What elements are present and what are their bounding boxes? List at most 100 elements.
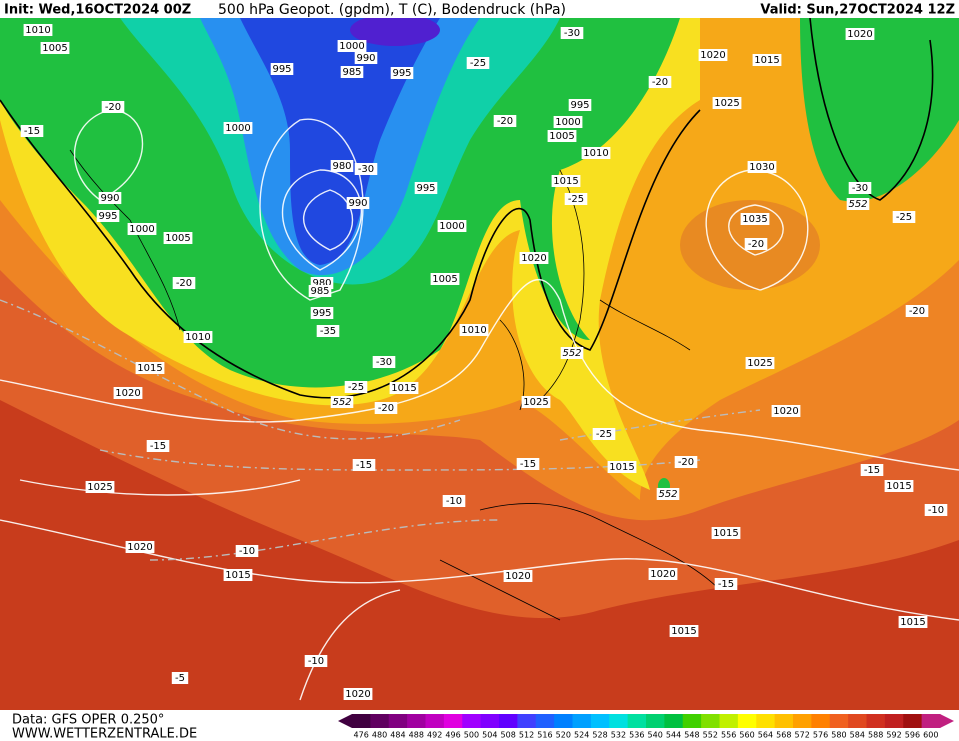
contour-label: 1010 (25, 25, 50, 36)
label-box (135, 362, 165, 374)
contour-label: -20 (909, 306, 925, 317)
label-box (592, 428, 616, 440)
colorbar-cell (407, 714, 426, 728)
contour-label: -15 (150, 441, 166, 452)
header-bar (0, 0, 959, 18)
contour-label: -25 (348, 382, 364, 393)
label-box (669, 625, 699, 637)
contour-label: -10 (928, 505, 944, 516)
colorbar-cell (352, 714, 371, 728)
colorbar-label: 480 (372, 731, 387, 740)
colorbar-label: 584 (850, 731, 865, 740)
label-box (352, 459, 376, 471)
label-box (551, 175, 581, 187)
label-box (223, 122, 253, 134)
colorbar-label: 568 (776, 731, 791, 740)
colorbar-cell (609, 714, 629, 728)
contour-label: 1000 (439, 221, 464, 232)
contour-label: -10 (308, 656, 324, 667)
label-box (171, 672, 189, 684)
contour-label: -20 (378, 403, 394, 414)
label-box (390, 67, 414, 79)
label-box (223, 569, 253, 581)
contour-label: 1020 (847, 29, 872, 40)
colorbar-cell (664, 714, 684, 728)
colorbar-label: 476 (354, 731, 369, 740)
contour-label: -25 (596, 429, 612, 440)
colorbar-cell (517, 714, 537, 728)
colorbar-cell (848, 714, 867, 728)
colorbar-label: 548 (684, 731, 699, 740)
colorbar-cell (480, 714, 500, 728)
label-box (747, 161, 777, 173)
contour-label: -20 (652, 77, 668, 88)
valid-time: Valid: Sun,27OCT2024 12Z (760, 3, 955, 18)
label-box (884, 480, 914, 492)
contour-label: 1010 (583, 148, 608, 159)
colorbar-label: 524 (574, 731, 589, 740)
colorbar-label: 596 (905, 731, 920, 740)
map (0, 14, 959, 710)
contour-label: 995 (272, 64, 291, 75)
contour-label: 552 (332, 397, 351, 408)
contour-label: -25 (568, 194, 584, 205)
contour-label: 1015 (671, 626, 696, 637)
contour-label: 1005 (165, 233, 190, 244)
label-box (113, 387, 143, 399)
colorbar-arrow (338, 714, 352, 728)
contour-label: 980 (312, 278, 331, 289)
colorbar-cell (462, 714, 482, 728)
contour-label: 1020 (521, 253, 546, 264)
data-source: Data: GFS OPER 0.250° (12, 713, 164, 728)
contour-label: 1005 (42, 43, 67, 54)
colorbar-label: 484 (390, 731, 405, 740)
contour-label: 1015 (900, 617, 925, 628)
label-box (581, 147, 611, 159)
init-time: Init: Wed,16OCT2024 00Z (4, 3, 191, 18)
contour-label: 1010 (461, 325, 486, 336)
label-box (648, 76, 672, 88)
contour-label: 1000 (339, 41, 364, 52)
label-box (860, 464, 884, 476)
colorbar-label: 552 (703, 731, 718, 740)
label-box (346, 197, 370, 209)
label-box (712, 97, 742, 109)
label-box (127, 223, 157, 235)
contour-label: -20 (105, 102, 121, 113)
label-box (437, 220, 467, 232)
colorbar-cell (443, 714, 463, 728)
colorbar-label: 528 (592, 731, 607, 740)
contour-label: -30 (564, 28, 580, 39)
label-box (711, 527, 741, 539)
colorbar-cell (866, 714, 886, 728)
contour-label: -5 (175, 673, 185, 684)
contour-label: 1015 (553, 176, 578, 187)
label-box (648, 568, 678, 580)
label-box (745, 357, 775, 369)
colorbar-cell (627, 714, 647, 728)
contour-label: 1020 (505, 571, 530, 582)
contour-label: -30 (358, 164, 374, 175)
colorbar-cell (829, 714, 849, 728)
label-box (560, 347, 584, 359)
contour-label: 1020 (115, 388, 140, 399)
label-box (521, 396, 551, 408)
colorbar-label: 580 (831, 731, 846, 740)
contour-label: -10 (446, 496, 462, 507)
contour-label: 995 (312, 308, 331, 319)
colorbar-label: 572 (795, 731, 810, 740)
contour-label: -20 (678, 457, 694, 468)
label-box (98, 192, 122, 204)
contour-label: 1000 (555, 117, 580, 128)
label-box (560, 27, 584, 39)
colorbar-label: 556 (721, 731, 736, 740)
label-box (516, 458, 540, 470)
colorbar-cell (499, 714, 518, 728)
colorbar-label: 512 (519, 731, 534, 740)
label-box (466, 57, 490, 69)
colorbar-label: 520 (556, 731, 571, 740)
contour-label: -15 (24, 126, 40, 137)
colorbar-label: 532 (611, 731, 626, 740)
